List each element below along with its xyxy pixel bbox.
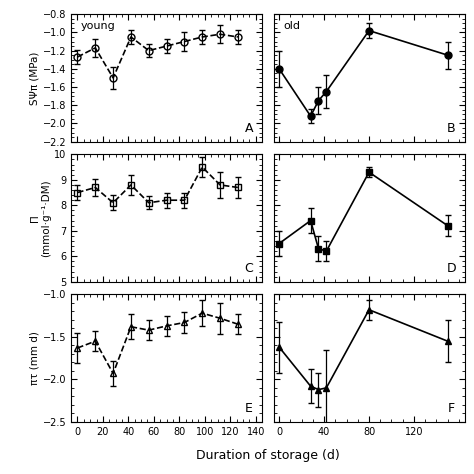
Text: C: C xyxy=(244,263,253,275)
Text: B: B xyxy=(447,122,456,135)
Y-axis label: SΨπ (MPa): SΨπ (MPa) xyxy=(30,51,40,105)
Text: old: old xyxy=(283,20,300,31)
Y-axis label: Π
(mmol·g⁻¹·DM): Π (mmol·g⁻¹·DM) xyxy=(29,179,51,257)
Y-axis label: πτ (mm d): πτ (mm d) xyxy=(30,331,40,385)
Text: A: A xyxy=(245,122,253,135)
Text: young: young xyxy=(81,20,115,31)
Text: D: D xyxy=(447,263,456,275)
Text: F: F xyxy=(447,402,455,416)
Text: Duration of storage (d): Duration of storage (d) xyxy=(196,449,340,462)
Text: E: E xyxy=(245,402,253,416)
